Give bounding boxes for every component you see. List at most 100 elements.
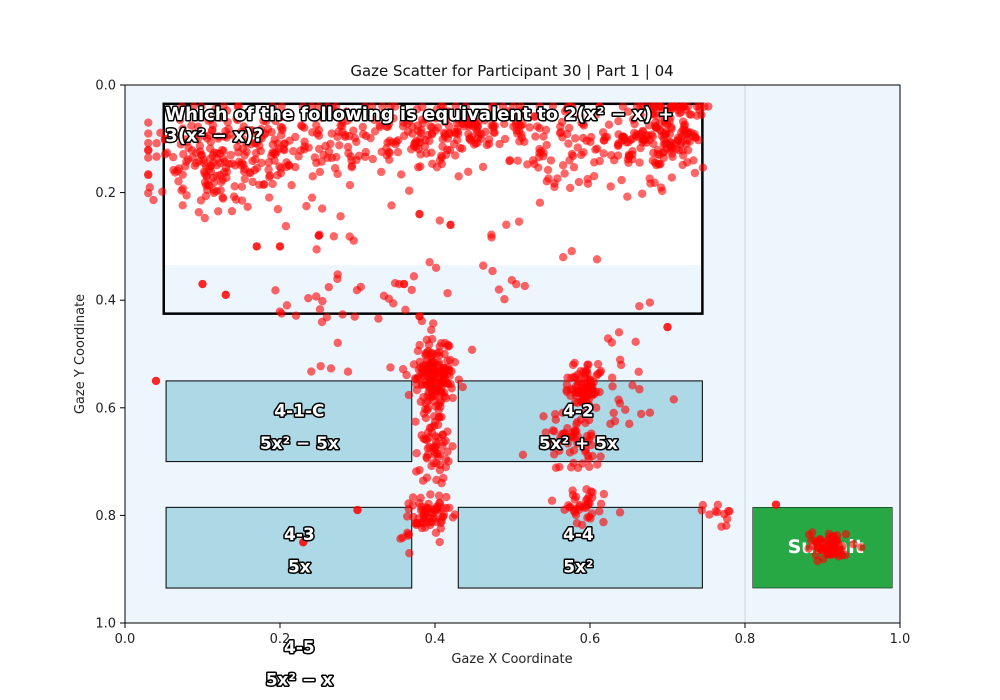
gaze-point — [717, 522, 726, 531]
gaze-point — [336, 212, 345, 221]
x-tick-label: 0.4 — [425, 632, 446, 647]
gaze-point — [570, 508, 580, 517]
gaze-point — [558, 253, 568, 262]
gaze-point — [623, 107, 633, 116]
gaze-point — [342, 107, 351, 116]
gaze-point — [479, 261, 488, 270]
gaze-point — [298, 102, 308, 111]
gaze-point — [604, 120, 614, 129]
gaze-point — [181, 135, 190, 144]
gaze-point — [269, 105, 279, 115]
gaze-point — [617, 175, 626, 185]
gaze-point — [825, 532, 835, 542]
option-id-4-1-C: 4-1-C — [274, 401, 324, 421]
gaze-point — [645, 408, 655, 417]
gaze-point — [544, 174, 553, 183]
gaze-point — [690, 129, 699, 139]
gaze-point — [345, 180, 355, 190]
gaze-point — [623, 192, 632, 201]
gaze-point — [226, 150, 235, 160]
gaze-point — [179, 150, 188, 159]
gaze-point — [304, 293, 313, 303]
gaze-point — [315, 167, 325, 177]
gaze-point — [542, 140, 551, 150]
gaze-point — [566, 183, 575, 193]
option-id-4-5: 4-5 — [284, 638, 315, 658]
gaze-point — [178, 170, 187, 179]
gaze-point — [440, 115, 449, 125]
gaze-point — [575, 502, 584, 511]
gaze-point — [318, 296, 327, 306]
gaze-point — [222, 106, 232, 115]
gaze-point — [420, 371, 429, 381]
gaze-point — [160, 150, 170, 159]
gaze-point — [636, 102, 645, 111]
gaze-point — [408, 501, 418, 510]
gaze-point — [449, 139, 459, 149]
gaze-point — [634, 367, 643, 377]
gaze-point — [420, 523, 430, 532]
gaze-point — [454, 172, 463, 181]
gaze-point — [347, 163, 356, 172]
gaze-point — [433, 420, 443, 429]
gaze-point — [596, 452, 605, 461]
gaze-point — [548, 102, 558, 111]
gaze-point — [385, 148, 394, 158]
gaze-point — [613, 151, 623, 160]
gaze-point — [358, 129, 368, 139]
gaze-point — [190, 161, 200, 170]
gaze-point — [543, 436, 553, 445]
gaze-point — [650, 178, 659, 188]
gaze-point — [432, 475, 441, 485]
gaze-point — [208, 173, 218, 182]
gaze-point — [375, 121, 384, 130]
gaze-point — [561, 432, 570, 441]
question-text-line1: Which of the following is equivalent to … — [165, 104, 673, 125]
gaze-point — [595, 387, 604, 397]
gaze-point — [144, 118, 153, 127]
gaze-point — [478, 162, 488, 172]
gaze-point — [271, 286, 280, 295]
gaze-point — [584, 415, 594, 425]
x-tick-label: 1.0 — [890, 632, 911, 647]
gaze-point — [178, 201, 187, 210]
question-box — [162, 102, 704, 315]
gaze-point — [592, 403, 601, 412]
gaze-point — [351, 109, 360, 118]
gaze-point — [276, 168, 286, 178]
gaze-point — [453, 119, 462, 128]
gaze-point — [237, 182, 247, 191]
gaze-point — [333, 132, 342, 142]
gaze-point — [564, 139, 573, 148]
gaze-point — [175, 115, 185, 125]
gaze-point — [465, 134, 474, 143]
gaze-point — [404, 390, 414, 400]
option-id-4-3: 4-3 — [284, 525, 315, 545]
gaze-point — [592, 371, 601, 380]
gaze-point — [572, 518, 582, 528]
y-tick-label: 0.2 — [95, 186, 116, 201]
gaze-point — [434, 405, 443, 415]
gaze-point — [403, 528, 412, 537]
gaze-point — [655, 150, 664, 160]
gaze-point — [402, 370, 411, 380]
gaze-point — [315, 144, 324, 154]
gaze-point — [454, 375, 464, 384]
gaze-point — [343, 367, 353, 376]
gaze-point — [410, 374, 420, 383]
gaze-point — [685, 137, 694, 146]
y-tick-label: 0.8 — [95, 509, 116, 524]
gaze-point — [614, 328, 624, 337]
gaze-point — [539, 132, 548, 141]
gaze-point — [495, 139, 504, 149]
gaze-point — [655, 119, 665, 128]
gaze-point — [435, 351, 444, 360]
gaze-point — [589, 171, 599, 181]
gaze-point — [415, 209, 424, 219]
gaze-point — [270, 156, 279, 165]
gaze-point — [592, 144, 602, 153]
gaze-point — [669, 395, 678, 404]
gaze-point — [280, 146, 289, 155]
gaze-point — [723, 514, 732, 524]
gaze-point — [230, 182, 239, 191]
